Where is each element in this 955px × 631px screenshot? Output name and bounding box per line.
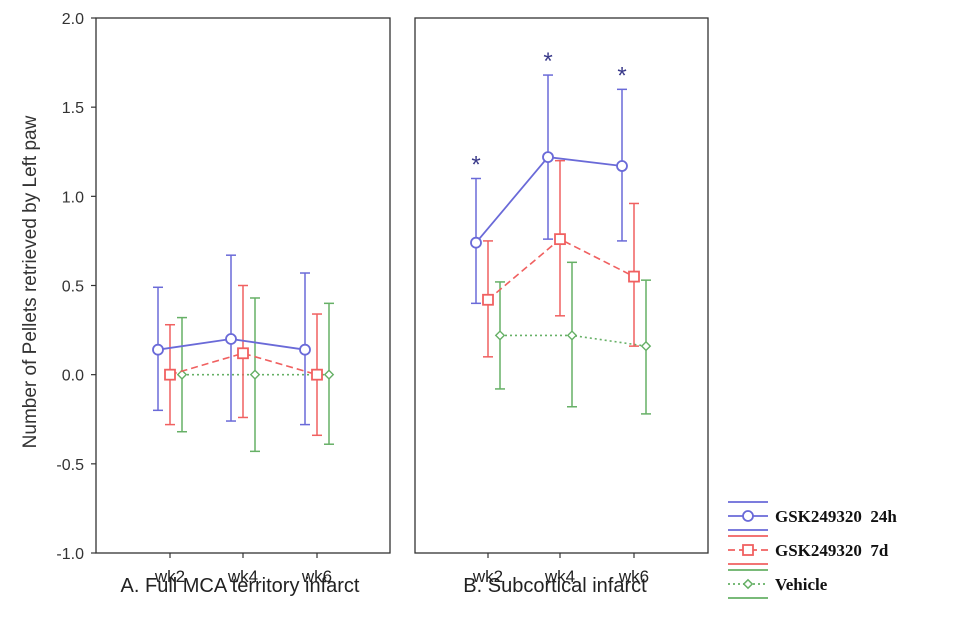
significance-asterisk: * [543, 48, 552, 75]
legend-diamond-marker [742, 578, 754, 590]
significance-asterisk: * [617, 62, 626, 89]
series-line-s24h [475, 156, 623, 244]
data-point-square [237, 347, 249, 360]
data-point-square [164, 368, 176, 381]
panel-a-title: A. Full MCA territory infarct [121, 575, 360, 597]
panel-b-title: B. Subcortical infarct [463, 575, 647, 597]
legend-label-vehicle: Vehicle [775, 575, 828, 594]
data-point-diamond [323, 369, 335, 380]
data-point-circle [225, 333, 237, 345]
series-line-s7d [487, 238, 635, 301]
data-point-circle [152, 343, 164, 356]
panel-b-x-ticks: wk2 wk4 wk6 [472, 553, 649, 586]
x-tick-label: wk6 [301, 567, 332, 586]
x-tick-label: wk2 [154, 567, 185, 586]
y-tick-label: 0.0 [62, 368, 84, 385]
panel-a-marks [152, 254, 335, 453]
data-point-circle [616, 160, 628, 172]
data-point-diamond [494, 330, 506, 341]
legend: GSK249320 24h GSK249320 7d Vehicle [728, 501, 897, 599]
x-tick-label: wk4 [544, 567, 575, 586]
panel-a: wk2 wk4 wk6 A. Full MCA territory infarct [95, 17, 391, 597]
x-tick-label: wk4 [227, 567, 258, 586]
y-tick-label: 1.5 [62, 100, 84, 117]
y-tick-label: -0.5 [56, 457, 84, 474]
x-tick-label: wk6 [618, 567, 649, 586]
data-point-circle [299, 343, 311, 356]
legend-label-24h: GSK249320 24h [775, 507, 897, 526]
panel-b-frame [414, 17, 709, 554]
y-axis-label: Number of Pellets retrieved by Left paw [20, 115, 41, 448]
data-point-circle [542, 151, 554, 164]
data-point-square [311, 368, 323, 381]
data-point-diamond [566, 330, 578, 341]
panel-b-marks: * * * [470, 48, 652, 415]
y-tick-label: -1.0 [56, 546, 84, 563]
data-point-diamond [640, 340, 652, 352]
legend-square-marker [742, 544, 754, 556]
y-tick-label: 1.0 [62, 189, 84, 206]
legend-entry-24h: GSK249320 24h [728, 501, 897, 531]
data-point-square [554, 233, 566, 246]
data-point-square [482, 293, 494, 306]
y-tick-label: 2.0 [62, 11, 84, 28]
x-tick-label: wk2 [472, 567, 503, 586]
legend-label-7d: GSK249320 7d [775, 541, 889, 560]
data-point-diamond [176, 369, 188, 380]
legend-circle-marker [742, 510, 754, 522]
data-point-diamond [249, 369, 261, 380]
panel-b: * * * wk2 wk4 wk6 B. Subcortical infarct [414, 17, 709, 597]
data-point-square [628, 270, 640, 283]
y-axis: 2.0 1.5 1.0 0.5 0.0 -0.5 -1.0 [56, 11, 96, 563]
legend-entry-7d: GSK249320 7d [728, 535, 889, 565]
data-point-circle [470, 236, 482, 249]
legend-entry-vehicle: Vehicle [728, 569, 828, 599]
panel-a-x-ticks: wk2 wk4 wk6 [154, 553, 332, 586]
series-line-s7d [169, 352, 318, 376]
significance-asterisk: * [471, 152, 480, 179]
y-tick-label: 0.5 [62, 279, 84, 296]
